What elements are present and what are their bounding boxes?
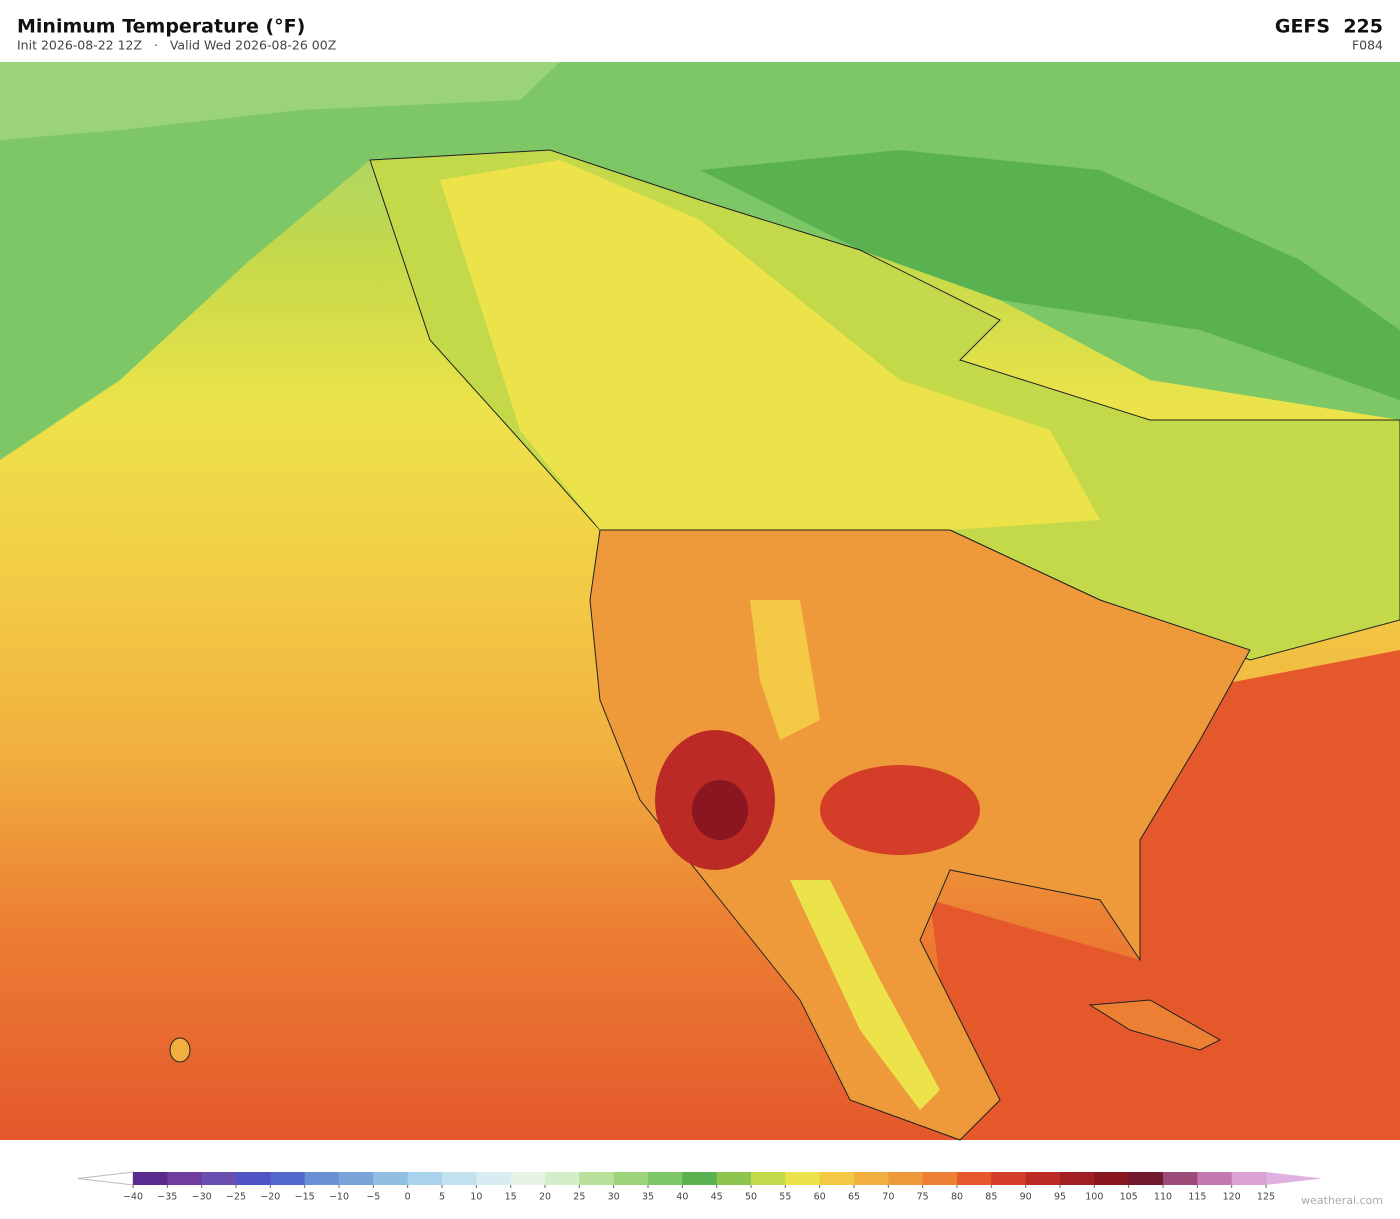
colorbar-tick-label: 50: [745, 1192, 757, 1203]
colorbar-swatch: [751, 1172, 786, 1185]
colorbar-swatch: [648, 1172, 683, 1185]
colorbar-tick-label: 25: [573, 1192, 585, 1203]
colorbar-swatch: [854, 1172, 889, 1185]
colorbar-tick-label: 15: [505, 1192, 517, 1203]
colorbar-swatch: [476, 1172, 512, 1185]
colorbar-tick-label: 100: [1085, 1192, 1103, 1203]
colorbar: −40 −35 −30 −25 −20 −15 −10 −5 0 5 10 15 20 25 30 35 40 4…: [77, 1171, 1322, 1203]
colorbar-tick-label: 125: [1257, 1192, 1275, 1203]
colorbar-swatch: [373, 1172, 409, 1185]
colorbar-swatch: [407, 1172, 443, 1185]
colorbar-tick-label: 105: [1120, 1192, 1138, 1203]
forecast-hour: F084: [1352, 38, 1383, 53]
colorbar-tick-label: −15: [295, 1192, 315, 1203]
colorbar-swatch: [442, 1172, 477, 1185]
colorbar-tick-label: 85: [985, 1192, 997, 1203]
colorbar-tick-label: 45: [711, 1192, 723, 1203]
colorbar-tick-label: 60: [814, 1192, 826, 1203]
colorbar-swatch: [1128, 1172, 1164, 1185]
colorbar-tick-label: 65: [848, 1192, 860, 1203]
colorbar-tick-label: −20: [260, 1192, 280, 1203]
arctic-ocean: [0, 62, 560, 140]
colorbar-swatch: [270, 1172, 306, 1185]
colorbar-tick-label: 80: [951, 1192, 963, 1203]
colorbar-tick-label: −10: [329, 1192, 349, 1203]
colorbar-swatch: [201, 1172, 237, 1185]
colorbar-tick-label: 35: [642, 1192, 654, 1203]
colorbar-swatch: [991, 1172, 1027, 1185]
colorbar-tick-label: −5: [366, 1192, 380, 1203]
cuba: [1088, 999, 1222, 1051]
colorbar-swatch: [716, 1172, 752, 1185]
colorbar-tick-label: 40: [676, 1192, 688, 1203]
colorbar-tick-label: 30: [608, 1192, 620, 1203]
colorbar-swatch: [922, 1172, 958, 1185]
map: [0, 62, 1400, 1141]
colorbar-swatch: [1094, 1172, 1130, 1185]
colorbar-tick-label: 90: [1020, 1192, 1032, 1203]
colorbar-swatch: [785, 1172, 821, 1185]
colorbar-tick-label: 5: [439, 1192, 445, 1203]
arctic-region: [0, 62, 1400, 460]
rockies: [750, 600, 820, 740]
colorbar-swatch: [579, 1172, 615, 1185]
colorbar-tick-label: 95: [1054, 1192, 1066, 1203]
colorbar-swatch: [339, 1172, 374, 1185]
atlantic: [930, 650, 1400, 1140]
colorbar-swatch: [133, 1172, 168, 1185]
colorbar-swatch: [1060, 1172, 1095, 1185]
colorbar-tick-label: −35: [157, 1192, 177, 1203]
map-subtitle: Init 2026-08-22 12Z · Valid Wed 2026-08-…: [17, 38, 336, 53]
colorbar-tick-label: −40: [123, 1192, 143, 1203]
colorbar-swatch: [304, 1172, 340, 1185]
model-label: GEFS 225: [1275, 16, 1383, 38]
colorbar-tick-label: −30: [192, 1192, 212, 1203]
colorbar-swatch: [1163, 1172, 1198, 1185]
watermark: weatherai.com: [1301, 1194, 1383, 1207]
hot-region: [692, 780, 748, 840]
colorbar-tick-label: 75: [917, 1192, 929, 1203]
colorbar-swatch: [545, 1172, 580, 1185]
colorbar-under: [77, 1171, 134, 1186]
colorbar-tick-label: 20: [539, 1192, 551, 1203]
colorbar-tick-label: 0: [405, 1192, 411, 1203]
colorbar-swatch: [819, 1172, 855, 1185]
colorbar-tick-label: 110: [1154, 1192, 1172, 1203]
colorbar-swatch: [236, 1172, 271, 1185]
colorbar-swatch: [1025, 1172, 1061, 1185]
colorbar-swatch: [888, 1172, 924, 1185]
canada-interior: [440, 160, 1100, 530]
mexico-plateau: [790, 880, 940, 1110]
colorbar-tick-label: 70: [882, 1192, 894, 1203]
colorbar-swatch: [682, 1172, 718, 1185]
colorbar-tick-label: −25: [226, 1192, 246, 1203]
colorbar-tick-label: 55: [779, 1192, 791, 1203]
colorbar-swatch: [957, 1172, 992, 1185]
colorbar-swatch: [1231, 1172, 1267, 1185]
colorbar-swatch: [1197, 1172, 1233, 1185]
colorbar-tick-label: 120: [1223, 1192, 1241, 1203]
colorbar-swatch: [167, 1172, 203, 1185]
colorbar-swatch: [613, 1172, 649, 1185]
colorbar-tick-label: 10: [470, 1192, 482, 1203]
colorbar-swatch: [510, 1172, 546, 1185]
colorbar-tick-label: 115: [1188, 1192, 1206, 1203]
hawaii: [169, 1037, 191, 1063]
arctic-islands: [700, 150, 1400, 400]
colorbar-over: [1266, 1172, 1322, 1185]
map-title: Minimum Temperature (°F): [17, 16, 305, 38]
hot-region: [820, 765, 980, 855]
